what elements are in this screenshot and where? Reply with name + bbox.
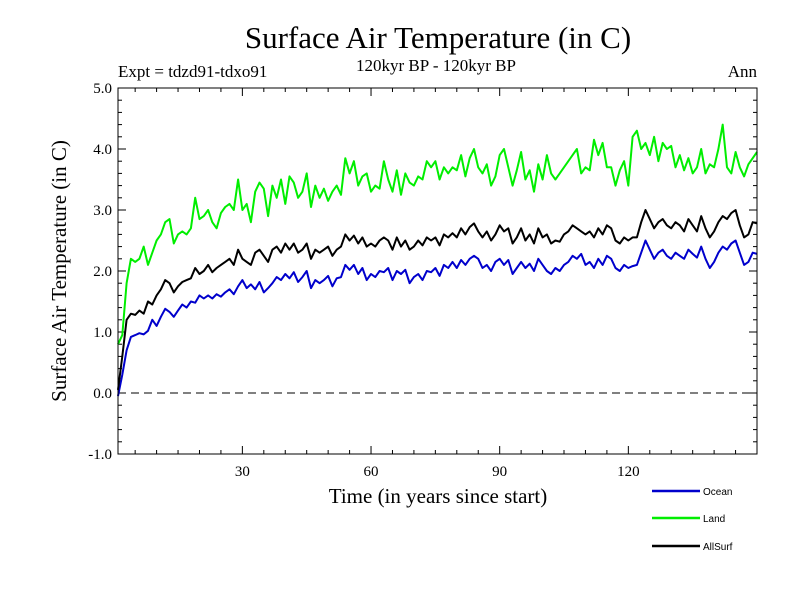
x-tick-label: 120 <box>617 464 640 480</box>
series-line-ocean <box>117 239 758 397</box>
series-line-land <box>117 123 758 345</box>
x-axis-label: Time (in years since start) <box>329 484 548 508</box>
y-tick-labels: -1.0 0.0 1.0 2.0 3.0 4.0 5.0 <box>88 81 112 463</box>
experiment-label: Expt = tdzd91-tdxo91 <box>118 62 267 81</box>
data-series <box>117 123 758 397</box>
legend-label-allsurf: AllSurf <box>703 542 733 553</box>
legend-label-ocean: Ocean <box>703 487 732 498</box>
x-tick-labels: 30 60 90 120 <box>235 464 640 480</box>
legend-label-land: Land <box>703 514 725 525</box>
legend: Ocean Land AllSurf <box>652 487 733 553</box>
y-tick-label: 1.0 <box>93 325 112 341</box>
y-tick-label: 2.0 <box>93 264 112 280</box>
y-tick-label: 4.0 <box>93 142 112 158</box>
x-tick-label: 90 <box>492 464 507 480</box>
x-tick-label: 30 <box>235 464 250 480</box>
chart-subtitle: 120kyr BP - 120kyr BP <box>356 56 516 75</box>
y-tick-label: 3.0 <box>93 203 112 219</box>
series-line-allsurf <box>117 209 758 391</box>
y-tick-label: 5.0 <box>93 81 112 97</box>
plot-frame <box>117 87 758 455</box>
y-axis-label: Surface Air Temperature (in C) <box>47 140 71 402</box>
x-tick-label: 60 <box>364 464 379 480</box>
y-tick-label: -1.0 <box>88 447 112 463</box>
y-tick-label: 0.0 <box>93 386 112 402</box>
season-label: Ann <box>728 62 758 81</box>
chart-title: Surface Air Temperature (in C) <box>245 20 631 55</box>
